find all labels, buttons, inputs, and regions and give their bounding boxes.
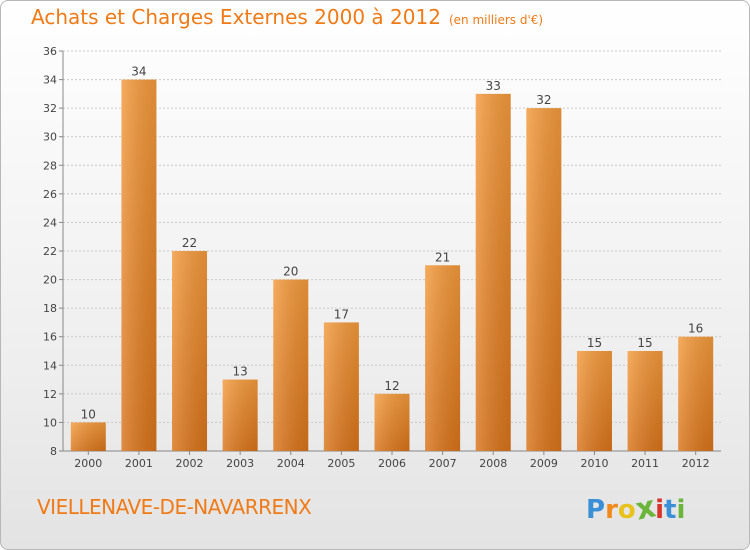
bar-value-label: 22	[182, 236, 197, 250]
bar-shade	[475, 93, 511, 451]
logo-letter: r	[605, 495, 618, 525]
bar-shade	[70, 422, 106, 451]
bar-shade	[576, 351, 612, 451]
bar-value-label: 33	[486, 79, 501, 93]
bar-shade	[425, 265, 461, 451]
bar-value-label: 17	[334, 307, 349, 321]
proxiti-logo: Proxiti	[586, 489, 686, 527]
bar-shade	[627, 351, 663, 451]
y-tick-label: 12	[43, 388, 57, 401]
chart-subtitle: (en milliers d'€)	[448, 13, 544, 27]
bars	[70, 79, 714, 452]
bar-shade	[526, 108, 562, 452]
y-tick-label: 22	[43, 245, 57, 258]
bar-value-label: 10	[81, 407, 96, 421]
logo-letter: i	[655, 495, 665, 525]
x-tick-label: 2001	[125, 457, 153, 470]
y-tick-label: 14	[43, 359, 57, 372]
bar-value-label: 16	[688, 322, 703, 336]
y-tick-label: 36	[43, 45, 57, 58]
x-tick-label: 2011	[631, 457, 659, 470]
bar-shade	[374, 393, 410, 451]
chart-title-text: Achats et Charges Externes 2000 à 2012	[31, 5, 441, 29]
x-tick-label: 2002	[176, 457, 204, 470]
y-tick-label: 8	[50, 445, 57, 458]
bar-shade	[273, 279, 309, 451]
x-tick-label: 2010	[580, 457, 608, 470]
x-tick-label: 2012	[682, 457, 710, 470]
data-labels: 10 34 22 13 20 17 12 21 33 32 15 15 16	[81, 65, 704, 422]
bar-value-label: 15	[587, 336, 602, 350]
y-tick-label: 16	[43, 331, 57, 344]
bar-value-label: 32	[536, 93, 551, 107]
logo-letter: i	[676, 495, 686, 525]
bar-value-label: 34	[131, 65, 146, 79]
logo-letter: P	[586, 495, 606, 525]
y-tick-label: 10	[43, 416, 57, 429]
x-tick-label: 2008	[479, 457, 507, 470]
bar-shade	[678, 336, 714, 451]
y-tick-label: 18	[43, 302, 57, 315]
bar-shade	[121, 79, 157, 452]
y-tick-label: 26	[43, 188, 57, 201]
x-tick-label: 2007	[429, 457, 457, 470]
logo-letter: o	[617, 495, 636, 525]
y-tick-label: 20	[43, 274, 57, 287]
x-tick-label: 2006	[378, 457, 406, 470]
bar-value-label: 21	[435, 250, 450, 264]
x-tick-label: 2009	[530, 457, 558, 470]
y-tick-label: 30	[43, 131, 57, 144]
bar-value-label: 20	[283, 265, 298, 279]
bar-shade	[222, 379, 258, 451]
x-tick-label: 2000	[74, 457, 102, 470]
logo-letter: t	[664, 495, 677, 525]
commune-name: VIELLENAVE-DE-NAVARRENX	[37, 495, 312, 519]
x-tick-label: 2005	[327, 457, 355, 470]
bar-value-label: 15	[637, 336, 652, 350]
y-tick-label: 34	[43, 74, 57, 87]
bar-shade	[172, 251, 208, 451]
chart-title: Achats et Charges Externes 2000 à 2012 (e…	[31, 5, 543, 29]
bar-value-label: 12	[384, 379, 399, 393]
y-tick-label: 24	[43, 216, 57, 229]
y-tick-label: 28	[43, 159, 57, 172]
bar-value-label: 13	[233, 365, 248, 379]
x-tick-label: 2003	[226, 457, 254, 470]
y-tick-label: 32	[43, 102, 57, 115]
bar-shade	[323, 322, 359, 451]
x-tick-label: 2004	[277, 457, 305, 470]
